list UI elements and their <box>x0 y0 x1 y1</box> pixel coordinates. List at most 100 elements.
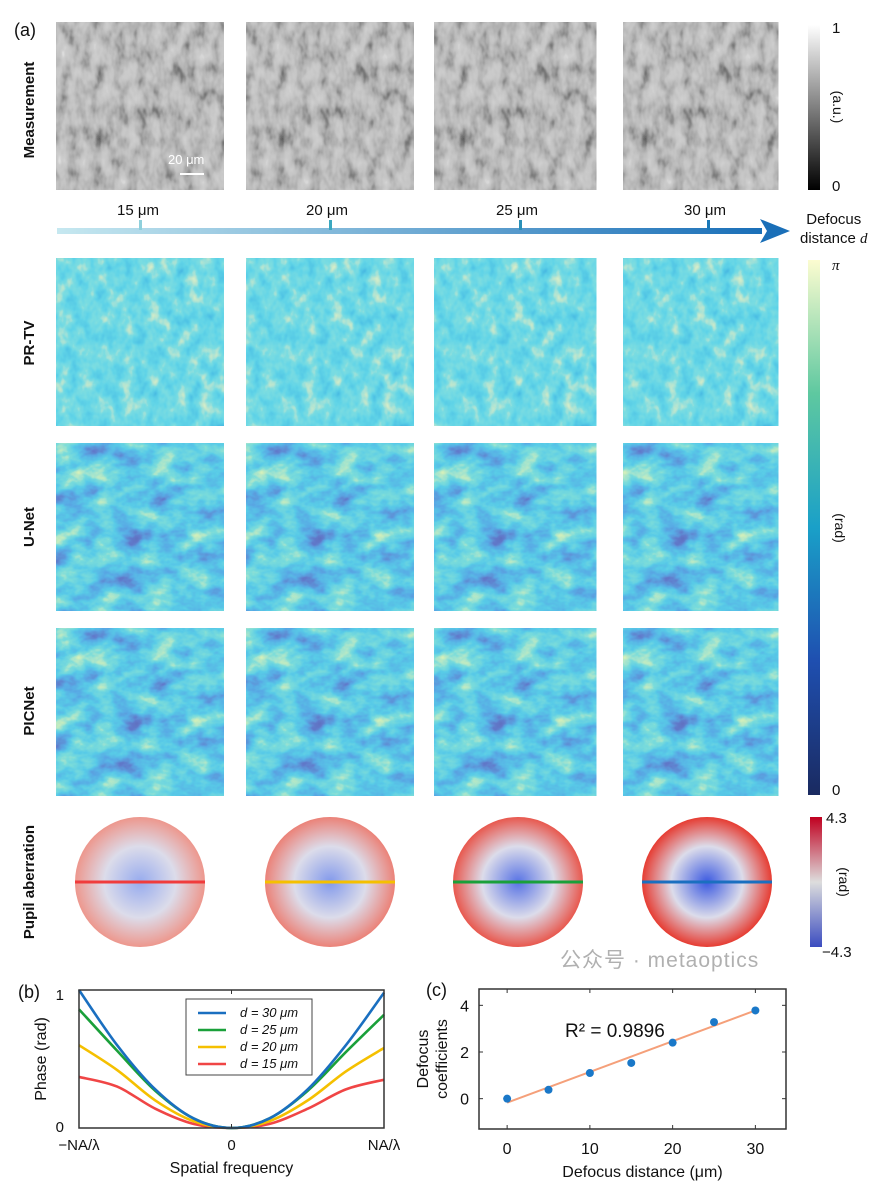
image-texture <box>246 22 414 190</box>
colorbar-pupil-min: −4.3 <box>822 944 852 961</box>
data-point <box>751 1006 760 1015</box>
image-texture <box>434 443 597 611</box>
legend-box <box>185 998 313 1076</box>
colorbar-pupil-max: 4.3 <box>826 810 847 827</box>
y-axis-label: Phase (rad) <box>33 1017 50 1101</box>
tick-20 <box>329 220 332 230</box>
measurement-image <box>246 22 414 190</box>
image-texture <box>246 258 414 426</box>
pupil-aberration-map <box>265 817 395 947</box>
pupil-aberration-map <box>453 817 583 947</box>
chart-c: 0 10 20 30 0 2 4 R² = 0.9896 Defocus distance (μ… <box>415 988 787 1181</box>
y-tick-label: 4 <box>460 998 469 1015</box>
x-tick-label: 30 <box>746 1141 764 1158</box>
panel-a-label: (a) <box>14 20 36 40</box>
picnet-image <box>623 628 779 796</box>
scale-bar <box>180 173 204 175</box>
y-axis-label: Defocus <box>415 1030 432 1089</box>
image-texture <box>56 443 224 611</box>
data-point <box>627 1058 636 1067</box>
x-axis-label: Defocus distance (μm) <box>562 1164 722 1181</box>
u-net-image <box>246 443 414 611</box>
arrow-head <box>760 219 790 243</box>
y-tick-label: 0 <box>56 1119 64 1136</box>
pupil-aberration-map <box>75 817 205 947</box>
row-label-pr-tv: PR-TV <box>21 320 38 366</box>
defocus-label-line1: Defocus <box>806 211 862 228</box>
series-line <box>78 1075 385 1130</box>
u-net-image <box>56 443 224 611</box>
defocus-tick-label: 15 μm <box>117 202 159 219</box>
row-label-picnet: PICNet <box>21 686 38 736</box>
image-texture <box>623 628 779 796</box>
image-texture <box>56 258 224 426</box>
arrow-shaft <box>57 228 762 234</box>
image-texture <box>434 22 597 190</box>
colorbar-measurement-max: 1 <box>832 20 841 37</box>
legend-entry: d = 30 μm <box>240 1005 298 1020</box>
data-point <box>503 1094 512 1103</box>
colorbar-pupil <box>810 817 822 947</box>
legend-entry: d = 25 μm <box>240 1022 298 1037</box>
pupil-aberration-map <box>642 817 772 947</box>
plot-frame <box>478 988 787 1130</box>
tick-15 <box>139 220 142 230</box>
colorbar-phase-unit: (rad) <box>832 513 848 543</box>
row-label-measurement: Measurement <box>21 61 38 159</box>
u-net-image <box>434 443 597 611</box>
x-tick-label: 10 <box>581 1141 599 1158</box>
legend: d = 30 μm d = 25 μm d = 20 μm d = 15 μm <box>185 998 313 1076</box>
data-point <box>585 1069 594 1077</box>
colorbar-measurement <box>808 25 820 190</box>
image-texture <box>246 628 414 796</box>
measurement-image <box>623 22 779 190</box>
image-texture <box>623 22 779 190</box>
panel-c-label: (c) <box>426 980 447 1000</box>
watermark: 公众号 · metaoptics <box>560 949 760 972</box>
row-label-u-net: U-Net <box>21 507 38 547</box>
legend-entry: d = 15 μm <box>240 1056 298 1071</box>
u-net-image <box>623 443 779 611</box>
image-texture <box>623 443 779 611</box>
data-point <box>710 1018 719 1027</box>
defocus-arrow <box>57 219 790 243</box>
tick-25 <box>519 220 522 230</box>
image-texture <box>623 258 779 426</box>
row-label-pupil-aberration: Pupil aberration <box>21 824 38 940</box>
measurement-image <box>434 22 597 190</box>
image-texture <box>434 628 597 796</box>
pr-tv-image <box>434 258 597 426</box>
x-axis-label: Spatial frequency <box>170 1160 294 1177</box>
colorbar-measurement-min: 0 <box>832 178 841 195</box>
y-tick-label: 1 <box>56 987 64 1004</box>
colorbar-phase-max: π <box>832 258 840 274</box>
defocus-label-line2: distance <box>800 230 856 247</box>
data-point <box>544 1085 553 1094</box>
data-point <box>668 1038 677 1047</box>
image-texture <box>246 443 414 611</box>
picnet-image <box>434 628 597 796</box>
defocus-tick-label: 30 μm <box>684 202 726 219</box>
pr-tv-image <box>623 258 779 426</box>
scale-bar-label: 20 μm <box>168 152 205 167</box>
image-texture <box>56 22 224 190</box>
r-squared-annotation: R² = 0.9896 <box>565 1021 665 1042</box>
colorbar-phase <box>808 260 820 795</box>
pr-tv-image <box>56 258 224 426</box>
y-tick-label: 2 <box>460 1045 469 1062</box>
x-tick-label: −NA/λ <box>58 1137 100 1154</box>
colorbar-measurement-unit: (a.u.) <box>830 90 846 124</box>
x-tick-label: 0 <box>227 1137 235 1154</box>
defocus-axis-label: Defocus distance d <box>800 210 868 249</box>
legend-entry: d = 20 μm <box>240 1039 298 1054</box>
image-texture <box>434 258 597 426</box>
picnet-image <box>246 628 414 796</box>
measurement-image <box>56 22 224 190</box>
panel-b-label: (b) <box>18 982 40 1002</box>
picnet-image <box>56 628 224 796</box>
y-tick-label: 0 <box>460 1092 469 1109</box>
defocus-tick-label: 25 μm <box>496 202 538 219</box>
defocus-tick-label: 20 μm <box>306 202 348 219</box>
y-axis-label: coefficients <box>434 1019 451 1099</box>
